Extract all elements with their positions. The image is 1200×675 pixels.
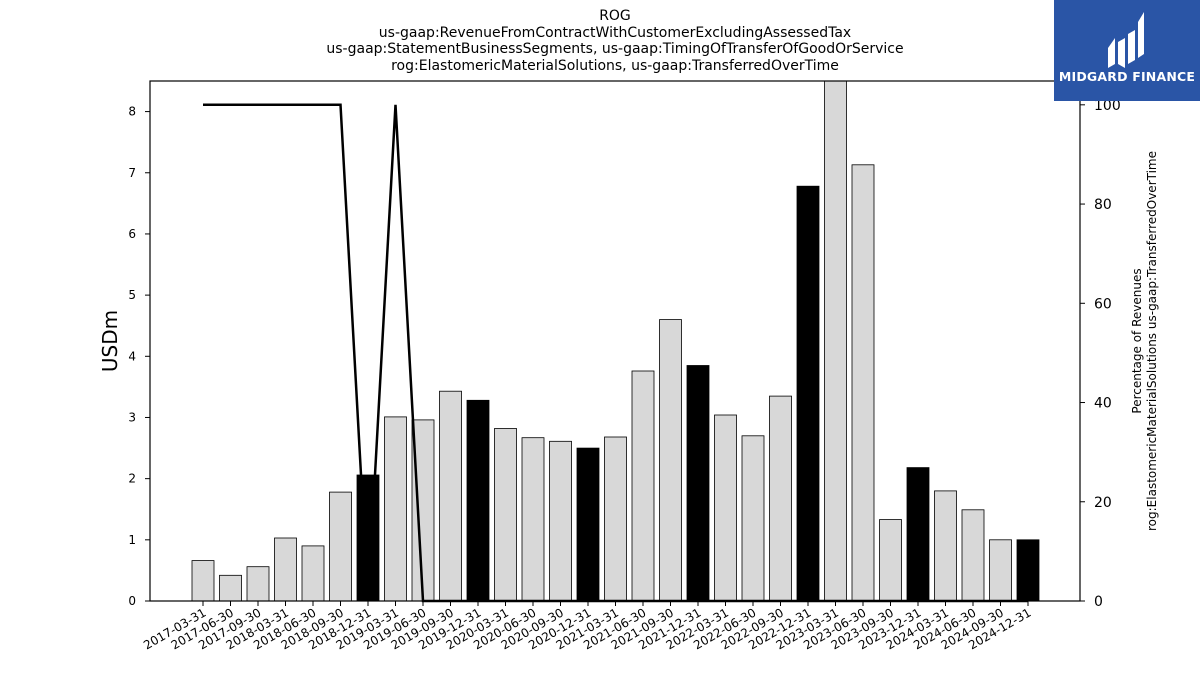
bar <box>521 437 545 602</box>
y2-tick-label: 0 <box>1094 594 1103 610</box>
bar <box>494 428 517 602</box>
chart-title-line: ROG <box>599 8 631 24</box>
bar <box>879 519 902 602</box>
brand-name: MIDGARD FINANCE <box>1058 69 1196 84</box>
y-axis-label: USDm <box>98 310 122 372</box>
chart-title-line: us-gaap:StatementBusinessSegments, us-ga… <box>326 41 903 57</box>
bar <box>906 467 930 602</box>
bar <box>1016 539 1040 602</box>
y-tick-label: 0 <box>128 594 136 608</box>
y2-axis-label-line: rog:ElastomericMaterialSolutions us-gaap… <box>1145 151 1159 531</box>
y2-tick-label: 80 <box>1094 197 1112 213</box>
y-tick-label: 1 <box>128 533 136 547</box>
bar <box>961 509 985 602</box>
y2-tick-label: 40 <box>1094 396 1112 412</box>
bar <box>274 537 297 602</box>
bar <box>549 440 572 602</box>
y2-tick-label: 60 <box>1094 296 1112 312</box>
chart-title-line: rog:ElastomericMaterialSolutions, us-gaa… <box>391 58 839 74</box>
bar <box>851 164 875 602</box>
brand-mark-icon <box>1108 12 1144 68</box>
y2-axis-label: Percentage of Revenues rog:ElastomericMa… <box>1130 151 1159 531</box>
y2-tick-label: 100 <box>1094 98 1121 114</box>
bar <box>576 447 600 602</box>
bar <box>796 185 820 602</box>
bar <box>301 545 325 602</box>
bar <box>604 436 627 602</box>
bar <box>686 365 710 602</box>
y-tick-label: 2 <box>128 472 136 486</box>
bar <box>989 539 1012 602</box>
bar <box>329 491 352 602</box>
bar <box>741 435 765 602</box>
y2-tick-label: 20 <box>1094 495 1112 511</box>
bar <box>191 560 215 602</box>
bar <box>934 490 957 602</box>
y-tick-label: 3 <box>128 410 136 424</box>
brand-logo: MIDGARD FINANCE <box>1054 0 1200 101</box>
bar <box>659 319 682 602</box>
bar <box>439 390 462 602</box>
y-tick-label: 7 <box>128 166 136 180</box>
bar <box>246 566 270 602</box>
y-tick-label: 5 <box>128 288 136 302</box>
y-tick-label: 6 <box>128 227 136 241</box>
bar <box>824 80 847 602</box>
chart-title-line: us-gaap:RevenueFromContractWithCustomerE… <box>379 25 851 41</box>
chart-title: ROG us-gaap:RevenueFromContractWithCusto… <box>326 8 903 74</box>
bar-series <box>191 80 1040 602</box>
bar <box>631 370 655 602</box>
bar <box>219 574 242 602</box>
bar <box>466 399 490 602</box>
bar <box>384 416 407 602</box>
y2-axis-label-line: Percentage of Revenues <box>1130 268 1144 413</box>
y-tick-label: 8 <box>128 105 136 119</box>
bar <box>769 395 792 602</box>
bar <box>714 414 737 602</box>
y-tick-label: 4 <box>128 349 136 363</box>
